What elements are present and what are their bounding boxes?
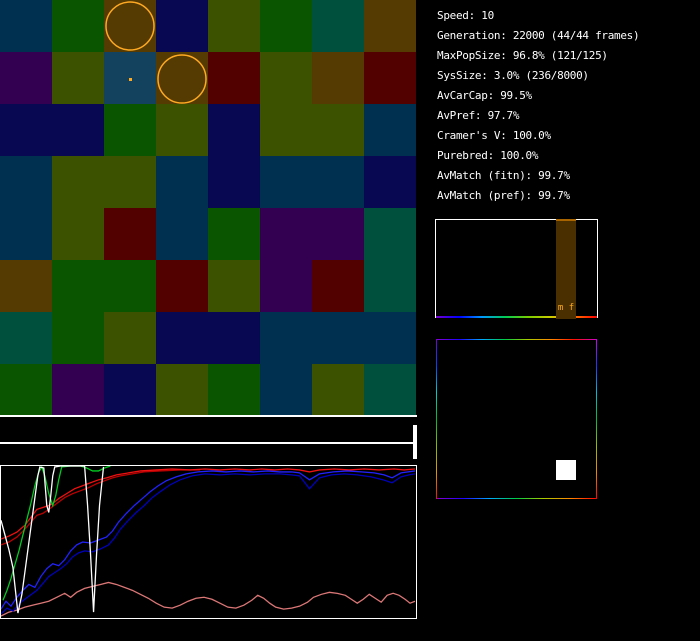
phenotype-space-bottom-edge xyxy=(436,498,597,499)
map-cell xyxy=(312,104,364,156)
stat-line: Cramer's V: 100.0% xyxy=(437,129,551,142)
map-cell xyxy=(312,364,364,416)
phenotype-space-right-edge xyxy=(596,339,597,499)
map-cell xyxy=(260,0,312,52)
map-cell xyxy=(208,156,260,208)
world-map[interactable] xyxy=(0,0,416,416)
stat-line: SysSize: 3.0% (236/8000) xyxy=(437,69,589,82)
map-cell xyxy=(0,312,52,364)
map-cell xyxy=(364,52,416,104)
map-cell xyxy=(208,312,260,364)
map-cell xyxy=(156,208,208,260)
series-blue_dark xyxy=(1,473,416,615)
map-cell xyxy=(156,260,208,312)
map-cell xyxy=(364,312,416,364)
map-cell xyxy=(364,260,416,312)
map-cell xyxy=(364,208,416,260)
map-cell xyxy=(52,104,104,156)
map-cell xyxy=(0,260,52,312)
map-cell xyxy=(260,52,312,104)
phenotype-space-top-edge xyxy=(436,339,597,340)
map-cell xyxy=(156,156,208,208)
sex-histogram: m f xyxy=(435,219,598,319)
map-cell xyxy=(104,52,156,104)
map-cell xyxy=(208,208,260,260)
series-white xyxy=(1,466,105,614)
map-cell xyxy=(156,104,208,156)
map-cell xyxy=(52,208,104,260)
timeline-thumb[interactable] xyxy=(413,425,417,459)
map-cell xyxy=(260,312,312,364)
map-cell xyxy=(104,208,156,260)
population-cluster-square xyxy=(556,460,576,480)
series-blue_bright xyxy=(1,470,416,610)
map-cell xyxy=(156,52,208,104)
map-cell xyxy=(208,364,260,416)
history-chart xyxy=(0,465,417,619)
map-cell xyxy=(0,156,52,208)
map-cell xyxy=(52,0,104,52)
map-cell xyxy=(156,0,208,52)
map-divider xyxy=(0,415,417,417)
map-cell xyxy=(364,104,416,156)
map-cell xyxy=(52,364,104,416)
map-cell xyxy=(364,0,416,52)
map-cell xyxy=(312,312,364,364)
map-cell xyxy=(156,312,208,364)
map-cell xyxy=(52,260,104,312)
map-cell xyxy=(104,0,156,52)
series-salmon xyxy=(1,581,416,617)
sex-label: m f xyxy=(557,303,575,313)
series-red_dark xyxy=(1,469,201,546)
map-cell xyxy=(208,260,260,312)
phenotype-hue-axis xyxy=(436,316,597,318)
map-cell xyxy=(104,364,156,416)
stat-line: Speed: 10 xyxy=(437,9,494,22)
phenotype-space xyxy=(436,339,597,499)
stat-line: AvPref: 97.7% xyxy=(437,109,520,122)
map-cell xyxy=(104,312,156,364)
map-cell xyxy=(104,156,156,208)
history-chart-plot xyxy=(1,466,416,617)
map-cell xyxy=(104,104,156,156)
map-cell xyxy=(0,364,52,416)
map-cell xyxy=(0,0,52,52)
map-cell xyxy=(0,104,52,156)
series-green xyxy=(2,466,111,601)
map-cell xyxy=(104,260,156,312)
map-cell xyxy=(208,104,260,156)
map-cell xyxy=(260,260,312,312)
map-cell xyxy=(312,260,364,312)
map-cell xyxy=(312,156,364,208)
map-cell xyxy=(52,52,104,104)
map-cell xyxy=(260,156,312,208)
map-cell xyxy=(260,208,312,260)
map-cell xyxy=(0,208,52,260)
map-cell xyxy=(312,52,364,104)
map-cell xyxy=(312,0,364,52)
map-cell xyxy=(364,156,416,208)
series-red xyxy=(1,468,416,540)
map-cell xyxy=(208,0,260,52)
stat-line: AvCarCap: 99.5% xyxy=(437,89,532,102)
map-cell xyxy=(52,312,104,364)
stats-panel: Speed: 10 Generation: 22000 (44/44 frames… xyxy=(437,6,640,206)
stat-line: AvMatch (fitn): 99.7% xyxy=(437,169,570,182)
map-cell xyxy=(208,52,260,104)
timeline-track[interactable] xyxy=(0,442,417,444)
stat-line: MaxPopSize: 96.8% (121/125) xyxy=(437,49,608,62)
phenotype-space-left-edge xyxy=(436,339,437,499)
stat-line: Purebred: 100.0% xyxy=(437,149,539,162)
stat-line: Generation: 22000 (44/44 frames) xyxy=(437,29,640,42)
map-cell xyxy=(260,364,312,416)
map-cell xyxy=(52,156,104,208)
map-cell xyxy=(0,52,52,104)
population-bar: m f xyxy=(556,219,576,319)
map-cell xyxy=(260,104,312,156)
map-cell xyxy=(312,208,364,260)
stat-line: AvMatch (pref): 99.7% xyxy=(437,189,570,202)
map-cell xyxy=(364,364,416,416)
map-cell xyxy=(156,364,208,416)
